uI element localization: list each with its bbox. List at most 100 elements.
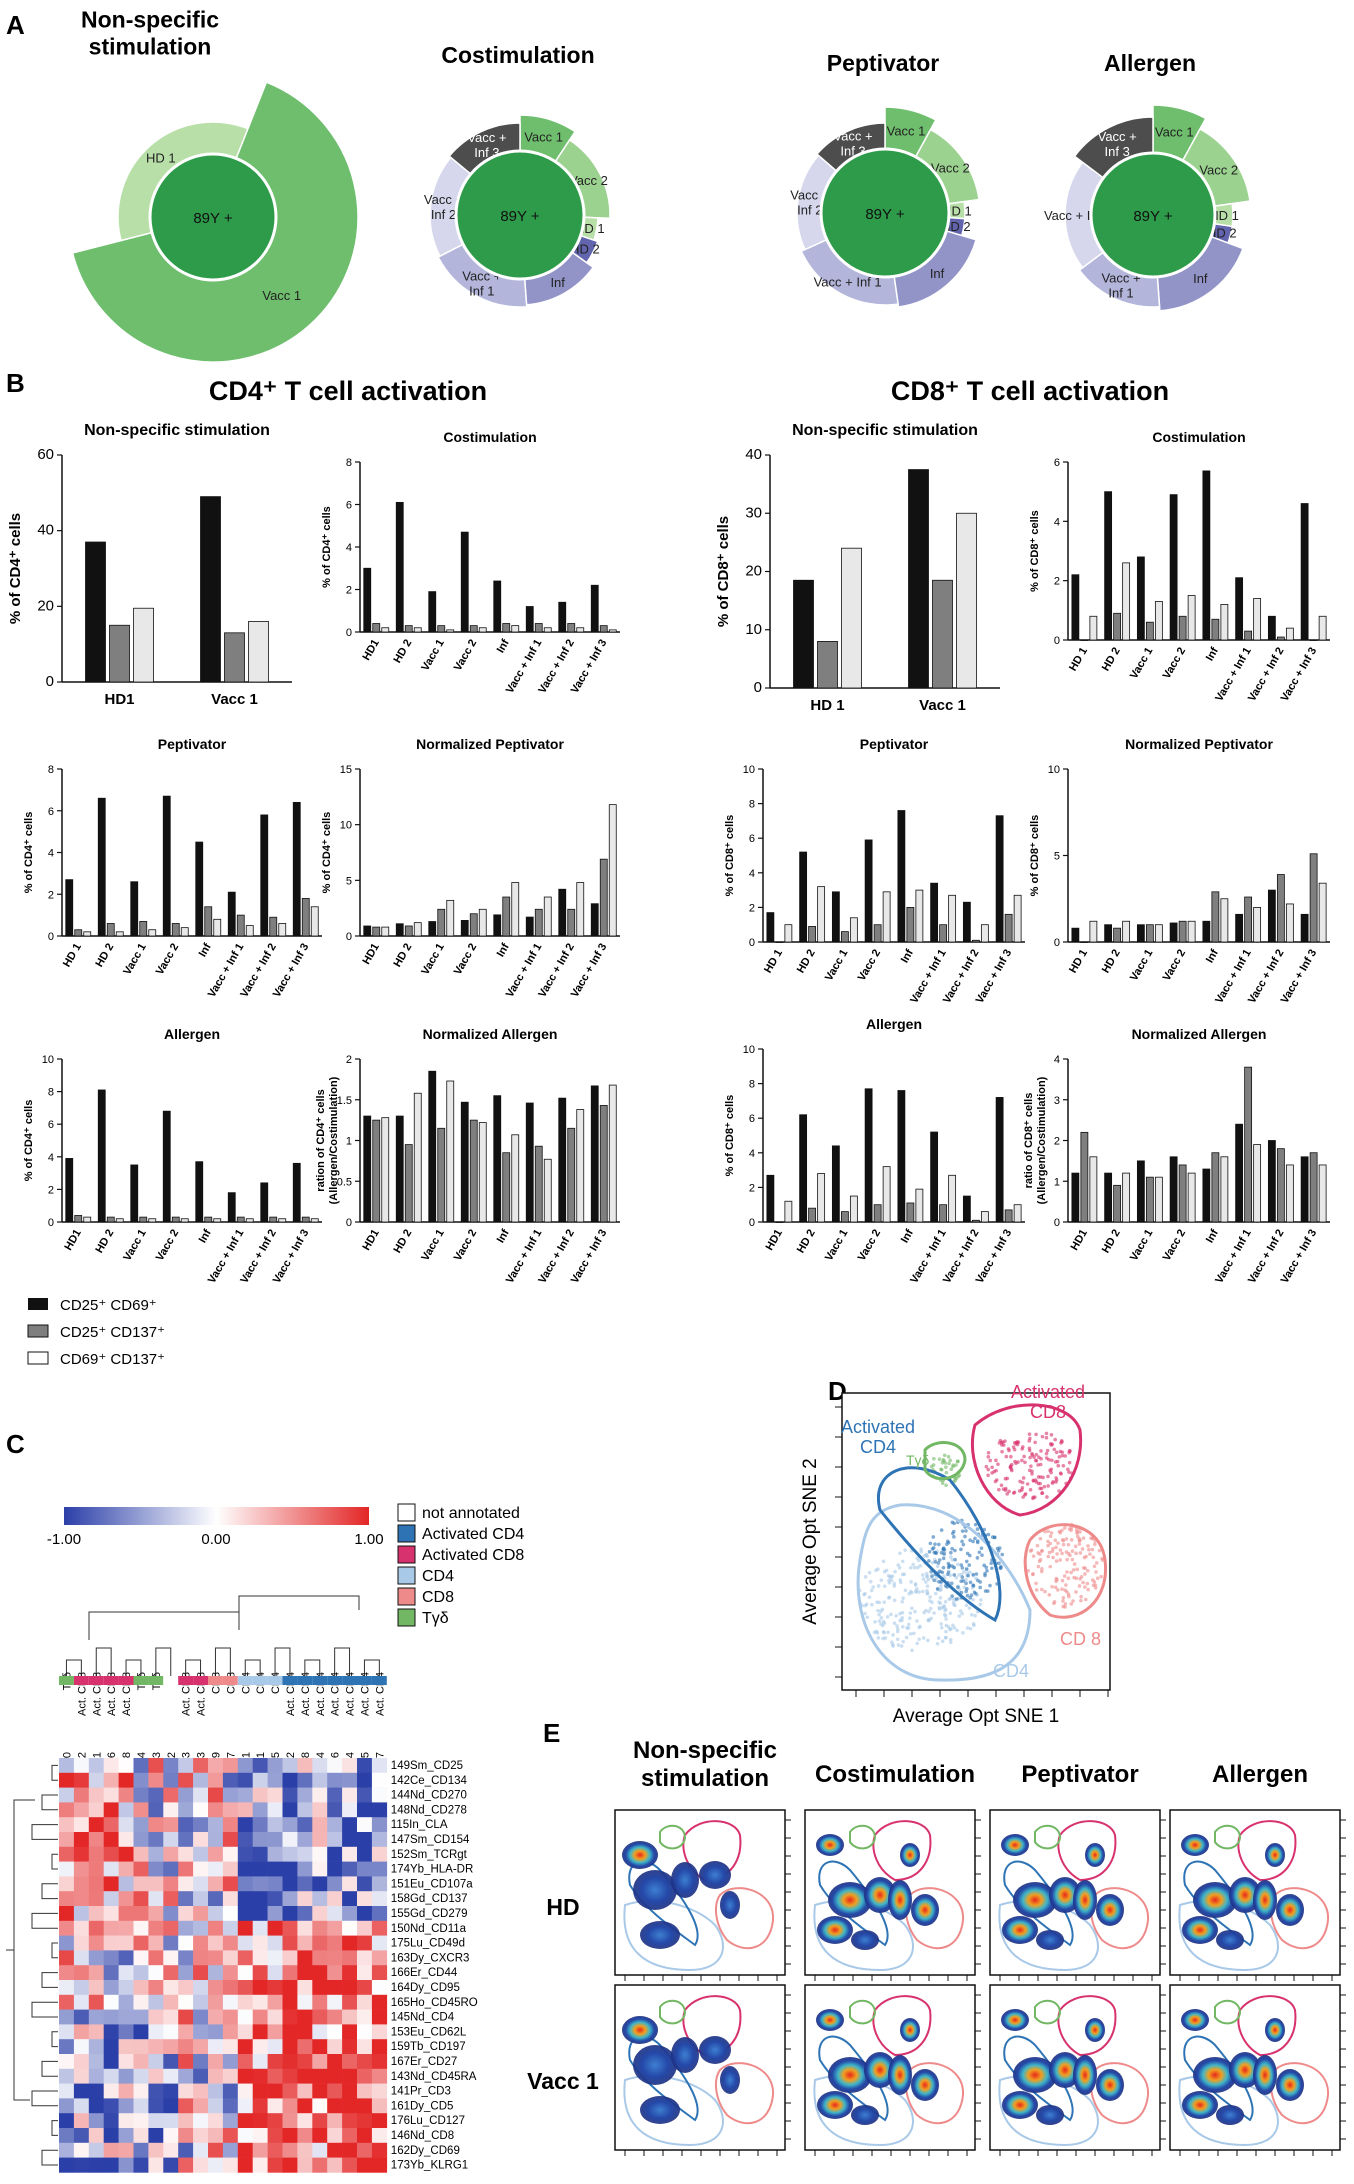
- y-tick-label: 40: [745, 446, 762, 463]
- heatmap-cell: [267, 1817, 283, 1833]
- tsne-point: [864, 1602, 869, 1607]
- tsne-point: [918, 1624, 922, 1629]
- heatmap-cell: [357, 1965, 373, 1981]
- heatmap-cell: [118, 1994, 134, 2010]
- heatmap-cell: [88, 2128, 104, 2144]
- y-tick-label: 0: [754, 679, 762, 696]
- x-tick-label: Inf: [899, 1227, 916, 1245]
- heatmap-legend-swatch: [397, 1608, 416, 1627]
- y-tick-label: 0: [1054, 937, 1060, 949]
- tsne-point: [1021, 1476, 1026, 1480]
- bar: [1276, 1148, 1285, 1223]
- heatmap-cell: [208, 1935, 224, 1951]
- tsne-point: [1056, 1541, 1060, 1545]
- tsne-point: [999, 1564, 1003, 1569]
- heatmap-cell: [267, 2054, 283, 2070]
- bar: [1285, 1164, 1294, 1223]
- tsne-point: [876, 1584, 881, 1588]
- marker-label: 162Dy_CD69: [391, 2145, 460, 2157]
- tsne-point: [1054, 1478, 1059, 1482]
- cd8-gate: [1269, 1887, 1330, 1950]
- heatmap-cell: [208, 1861, 224, 1877]
- tsne-point: [971, 1622, 976, 1626]
- bar: [766, 1174, 775, 1223]
- bar: [1187, 595, 1196, 641]
- heatmap-cell: [73, 1965, 90, 1981]
- density-blob: [1085, 1843, 1105, 1867]
- heatmap-cell: [252, 2113, 268, 2129]
- bar: [1104, 491, 1113, 641]
- donut-slice-label: Vacc 1: [1155, 125, 1194, 140]
- heatmap-cell: [163, 1787, 179, 1803]
- x-tick-label: HD 2: [1100, 646, 1123, 674]
- bar: [310, 906, 319, 937]
- bar: [831, 1145, 840, 1223]
- y-tick-label: 2: [346, 1054, 352, 1066]
- tsne-point: [1027, 1432, 1032, 1436]
- tsne-point: [967, 1563, 972, 1567]
- heatmap-cell: [237, 1817, 253, 1833]
- heatmap-cell: [133, 1935, 149, 1951]
- bar: [915, 1188, 924, 1223]
- heatmap-legend-swatch: [397, 1587, 416, 1606]
- bar: [558, 601, 567, 633]
- bar: [493, 914, 502, 937]
- heatmap-cell: [193, 1891, 209, 1907]
- tsne-point: [969, 1612, 974, 1617]
- bar: [511, 625, 520, 633]
- heatmap-cell: [103, 2068, 119, 2084]
- tsne-point: [954, 1575, 959, 1580]
- heatmap-cell: [163, 1758, 179, 1774]
- y-tick-label: 1: [346, 1136, 352, 1148]
- density-blob: [699, 2036, 731, 2064]
- chart-title: Normalized Allergen: [1132, 1026, 1267, 1042]
- tsne-point: [1065, 1557, 1069, 1562]
- y-tick-label: 20: [745, 563, 762, 580]
- heatmap-cell: [103, 2128, 119, 2144]
- tsne-point: [1071, 1568, 1076, 1572]
- tsne-point: [1003, 1476, 1008, 1481]
- tsne-point: [1060, 1528, 1064, 1533]
- heatmap-cell: [297, 1965, 313, 1981]
- x-tick-label: Vacc 2: [452, 942, 480, 978]
- heatmap-cell: [148, 2068, 164, 2084]
- x-tick-label: HD 1: [1067, 646, 1090, 674]
- heatmap-cell: [178, 2039, 194, 2055]
- heatmap-cell: [178, 1950, 194, 1966]
- tsne-point: [1056, 1588, 1060, 1592]
- heatmap-cell: [282, 1876, 298, 1892]
- heatmap-legend-label: Activated CD4: [422, 1526, 524, 1543]
- tsne-point: [963, 1534, 967, 1539]
- heatmap-cell: [73, 1787, 90, 1803]
- tsne-point: [921, 1589, 925, 1594]
- dendrogram-branch: [88, 1595, 360, 1640]
- tsne-point: [948, 1596, 952, 1601]
- heatmap-cell: [133, 2024, 149, 2040]
- tsne-point: [956, 1585, 960, 1590]
- tsne-point: [959, 1563, 964, 1567]
- x-tick-label: Vacc 2: [452, 1228, 480, 1264]
- heatmap-cell: [148, 1920, 164, 1936]
- tsne-point: [992, 1469, 997, 1474]
- tsne-point: [1084, 1554, 1088, 1559]
- legend-label: CD25⁺ CD69⁺: [60, 1297, 157, 1314]
- heatmap-cell: [327, 2083, 343, 2099]
- heatmap-cell: [267, 1758, 283, 1774]
- bar: [236, 1216, 245, 1223]
- heatmap-cell: [148, 2039, 164, 2055]
- heatmap-cell: [103, 1876, 119, 1892]
- heatmap-cell: [357, 2142, 373, 2158]
- cell-type-bar: [327, 1676, 343, 1685]
- heatmap-cell: [59, 1832, 75, 1848]
- bar: [939, 924, 948, 943]
- heatmap-cell: [208, 1772, 224, 1788]
- marker-label: 151Eu_CD107a: [391, 1878, 473, 1890]
- tsne-point: [1081, 1566, 1086, 1570]
- tsne-point: [952, 1535, 956, 1539]
- tsne-point: [886, 1630, 890, 1635]
- heatmap-cell: [133, 1802, 149, 1818]
- tsne-point: [1083, 1572, 1087, 1576]
- tsne-point: [1046, 1543, 1050, 1548]
- heatmap-cell: [297, 1832, 313, 1848]
- tsne-point: [949, 1581, 954, 1586]
